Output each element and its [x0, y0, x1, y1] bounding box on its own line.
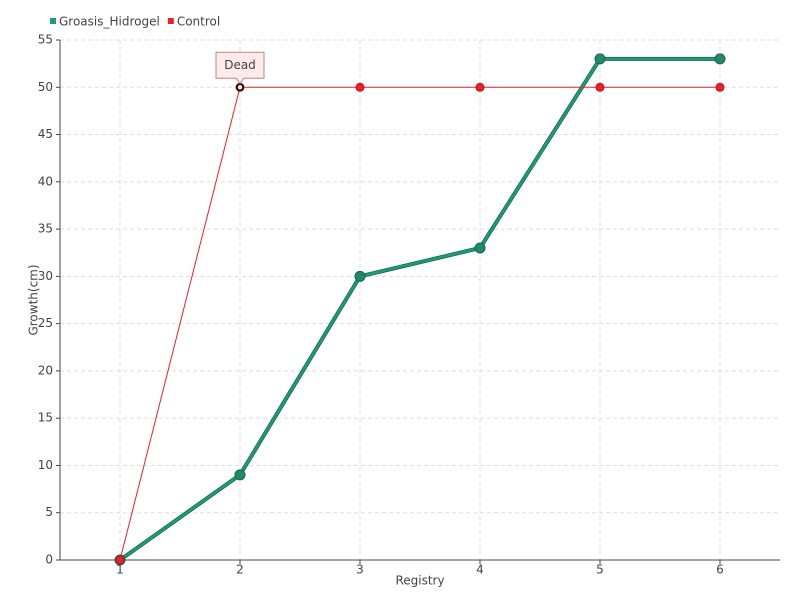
- y-tick-label: 35: [38, 222, 53, 236]
- point: [355, 82, 365, 92]
- y-tick-label: 55: [38, 33, 53, 47]
- legend-label: Control: [177, 15, 220, 29]
- series-line: [119, 86, 720, 561]
- y-tick-label: 45: [38, 127, 53, 141]
- y-tick-label: 0: [45, 553, 53, 567]
- point: [115, 555, 125, 565]
- y-tick-label: 15: [38, 411, 53, 425]
- y-tick-label: 25: [38, 316, 53, 330]
- x-tick-label: 3: [356, 563, 364, 577]
- x-tick-label: 1: [116, 563, 124, 577]
- y-tick-label: 10: [38, 458, 53, 472]
- x-tick-label: 5: [596, 563, 604, 577]
- legend-label: Groasis_Hidrogel: [59, 15, 160, 29]
- y-tick-label: 20: [38, 363, 53, 377]
- annotation-point: [236, 83, 244, 92]
- point: [715, 82, 725, 92]
- legend-swatch: [167, 18, 174, 24]
- y-tick-label: 50: [38, 80, 53, 94]
- point: [714, 53, 726, 65]
- x-tick-label: 2: [236, 563, 244, 577]
- x-tick-label: 4: [476, 563, 484, 577]
- point: [234, 469, 246, 481]
- y-axis-label: Growth(cm): [27, 264, 41, 335]
- point: [474, 242, 486, 254]
- point: [594, 53, 606, 65]
- annotation-text: Dead: [224, 58, 256, 72]
- y-tick-label: 30: [38, 269, 53, 283]
- series-line: [119, 57, 720, 562]
- point: [475, 82, 485, 92]
- point: [595, 82, 605, 92]
- y-tick-label: 40: [38, 174, 53, 188]
- y-tick-label: 5: [45, 505, 53, 519]
- x-tick-label: 6: [716, 563, 724, 577]
- annotation-box: [215, 51, 265, 85]
- legend-swatch: [50, 18, 56, 24]
- x-axis-label: Registry: [395, 574, 444, 588]
- point: [354, 270, 366, 282]
